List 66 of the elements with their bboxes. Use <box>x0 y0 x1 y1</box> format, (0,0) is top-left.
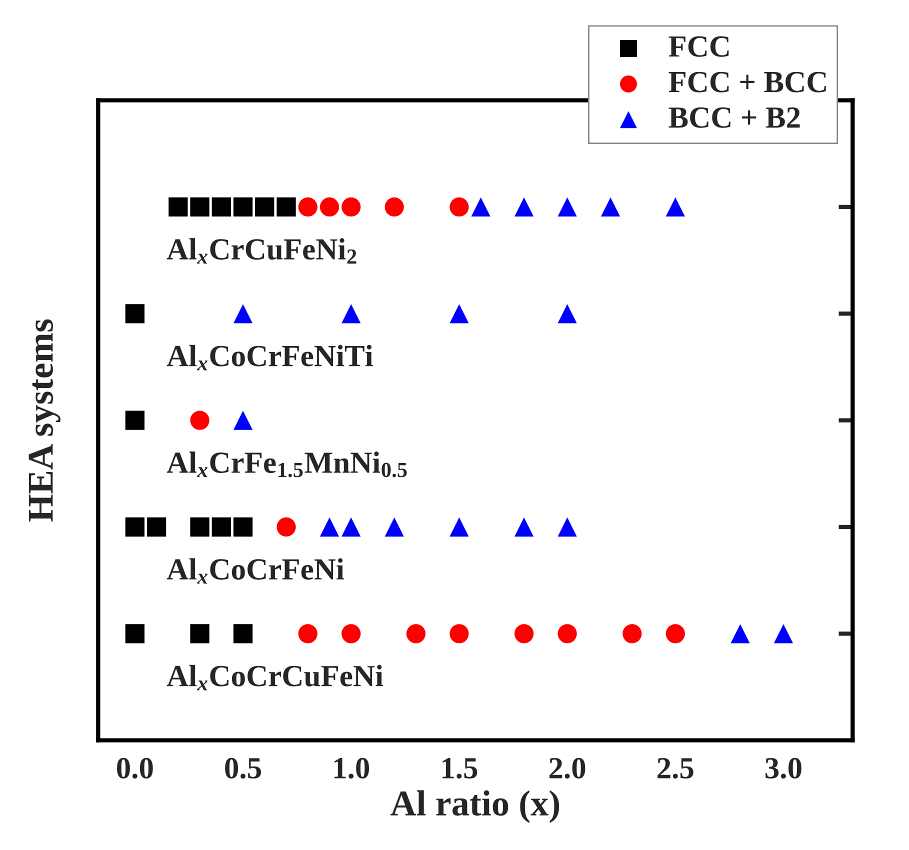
point <box>558 304 577 324</box>
point <box>125 624 144 644</box>
x-tick-label: 2.5 <box>658 758 694 779</box>
point <box>190 197 210 217</box>
point <box>125 304 144 324</box>
point <box>450 624 469 644</box>
point <box>320 517 340 537</box>
y-tick-label: Al$_{x}$CrCuFeNi$_{2}$ <box>166 238 356 264</box>
x-tick-label: 0.5 <box>225 758 261 779</box>
point <box>558 197 577 217</box>
point <box>558 517 577 537</box>
point <box>233 624 253 644</box>
y-tick-label: Al$_{x}$CrFe$_{1.5}$MnNi$_{0.5}$ <box>166 452 407 478</box>
point <box>298 197 318 217</box>
point <box>342 304 361 324</box>
x-axis-title: Al ratio (x) <box>390 790 560 824</box>
point <box>190 410 210 430</box>
point <box>406 624 426 644</box>
point <box>233 197 253 217</box>
point <box>666 197 685 217</box>
point <box>342 624 361 644</box>
point <box>600 197 620 217</box>
point <box>212 517 231 537</box>
point <box>233 410 253 430</box>
y-tick-label: Al$_{x}$CoCrFeNiTi <box>166 344 373 370</box>
point <box>450 517 469 537</box>
point <box>384 517 404 537</box>
point <box>450 197 469 217</box>
point <box>666 624 685 644</box>
point <box>342 197 361 217</box>
x-tick-label: 2.0 <box>549 758 586 779</box>
point <box>125 517 144 537</box>
y-tick-label: Al$_{x}$CoCrFeNi <box>166 558 344 584</box>
point <box>146 517 166 537</box>
x-tick-label: 1.0 <box>334 758 370 779</box>
point <box>450 304 469 324</box>
point <box>514 624 534 644</box>
x-tick-label: 0.0 <box>116 758 153 779</box>
point <box>212 197 231 217</box>
point <box>298 624 318 644</box>
point <box>514 197 534 217</box>
point <box>233 304 253 324</box>
point <box>471 197 490 217</box>
point <box>730 624 750 644</box>
x-tick-label: 3.0 <box>766 758 802 779</box>
point <box>255 197 274 217</box>
point <box>558 624 577 644</box>
point <box>514 517 534 537</box>
point <box>774 624 794 644</box>
legend-label: FCC + BCC <box>668 72 826 92</box>
point <box>622 624 642 644</box>
point <box>276 197 296 217</box>
x-tick-label: 1.5 <box>442 758 478 779</box>
point <box>320 197 340 217</box>
legend-label: FCC <box>668 36 729 57</box>
point <box>342 517 361 537</box>
point <box>276 517 296 537</box>
legend-label: BCC + B2 <box>668 107 800 128</box>
y-tick-label: Al$_{x}$CoCrCuFeNi <box>166 664 384 690</box>
point <box>384 197 404 217</box>
point <box>168 197 188 217</box>
y-axis-title: HEA systems <box>28 319 60 522</box>
point <box>190 517 210 537</box>
point <box>125 410 144 430</box>
point <box>233 517 253 537</box>
point <box>190 624 210 644</box>
